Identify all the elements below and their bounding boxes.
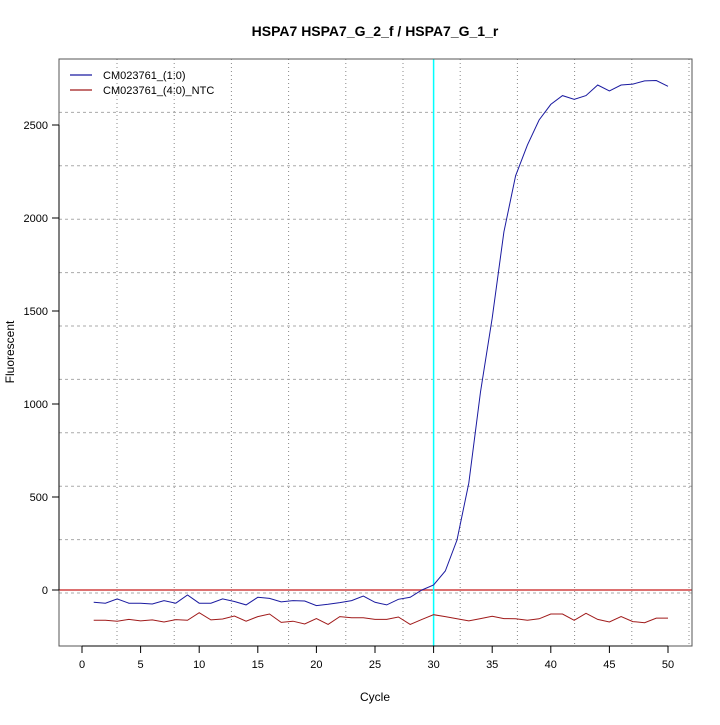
series-line-2 <box>93 612 668 625</box>
y-tick-label: 0 <box>42 585 48 597</box>
x-tick-label: 25 <box>369 659 381 671</box>
grid <box>59 59 692 646</box>
x-tick-label: 20 <box>310 659 322 671</box>
x-tick-label: 30 <box>427 659 439 671</box>
y-axis: 0 500 1000 1500 2000 2500 <box>24 120 60 597</box>
plot-frame <box>58 58 693 647</box>
legend-label: CM023761_(1:0) <box>103 70 186 82</box>
x-tick-label: 50 <box>662 659 674 671</box>
x-tick-label: 35 <box>486 659 498 671</box>
y-tick-label: 1500 <box>24 306 48 318</box>
y-tick-label: 2500 <box>24 120 48 132</box>
y-tick-label: 500 <box>30 492 48 504</box>
legend: CM023761_(1:0) CM023761_(4:0)_NTC <box>70 70 214 97</box>
y-tick-label: 1000 <box>24 399 48 411</box>
y-tick-label: 2000 <box>24 213 48 225</box>
x-tick-label: 5 <box>138 659 144 671</box>
reference-lines <box>59 59 692 646</box>
x-tick-label: 40 <box>545 659 557 671</box>
y-axis-label: Fluorescent <box>3 320 17 383</box>
series-lines <box>93 79 669 625</box>
x-tick-label: 0 <box>79 659 85 671</box>
x-axis: 0 5 10 15 20 25 30 35 40 45 50 <box>79 645 674 671</box>
series-line-1 <box>93 79 669 607</box>
chart-title: HSPA7 HSPA7_G_2_f / HSPA7_G_1_r <box>252 23 499 39</box>
x-tick-label: 15 <box>252 659 264 671</box>
x-axis-label: Cycle <box>360 690 390 704</box>
legend-label: CM023761_(4:0)_NTC <box>103 85 214 97</box>
x-tick-label: 10 <box>193 659 205 671</box>
x-tick-label: 45 <box>603 659 615 671</box>
